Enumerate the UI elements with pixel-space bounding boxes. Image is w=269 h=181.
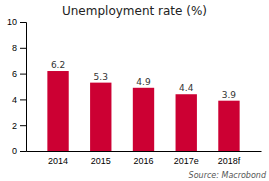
y-tick-label: 8 [12,43,17,53]
y-tick-label: 0 [12,146,17,156]
y-tick-mark [20,22,26,23]
annotation: Source: Macrobond [189,171,267,180]
x-tick-label: 2014 [48,156,68,166]
y-tick: 2 [12,121,26,131]
y-axis: 0 2 4 6 8 10 [7,17,27,156]
data-label: 3.9 [222,90,237,100]
chart: Unemployment rate (%) 0 2 4 6 8 10 2014 2015 2016… [0,0,269,181]
plot: 0 2 4 6 8 10 2014 2015 2016 2017e 2018f 6.2 5.3 4.9 4.… [7,17,262,166]
y-tick-mark [20,151,26,152]
data-label: 4.9 [136,77,151,87]
x-tick: 2017e [174,156,199,166]
title: Unemployment rate (%) [62,4,207,18]
y-tick-mark [20,48,26,49]
bar [90,83,111,151]
y-tick: 0 [12,146,26,156]
x-tick: 2015 [91,156,111,166]
x-tick-label: 2016 [133,156,153,166]
bar [218,101,239,151]
data-label: 6.2 [51,60,65,70]
x-axis-line [27,151,262,152]
y-tick-label: 2 [12,121,17,131]
y-tick: 10 [7,17,26,27]
x-tick-label: 2015 [91,156,111,166]
y-tick-label: 4 [12,95,17,105]
x-tick: 2016 [133,156,153,166]
y-tick-label: 6 [12,69,17,79]
y-tick-mark [20,99,26,100]
y-tick: 8 [12,43,26,53]
bar [47,71,68,151]
x-tick: 2018f [218,156,241,166]
data-label: 5.3 [94,72,108,82]
x-axis: 2014 2015 2016 2017e 2018f [27,152,262,166]
bar [133,88,154,151]
bars [47,71,239,151]
y-tick: 6 [12,69,26,79]
y-tick-mark [20,74,26,75]
data-labels: 6.2 5.3 4.9 4.4 3.9 [51,60,236,100]
y-tick-mark [20,125,26,126]
y-axis-line [20,23,27,152]
x-tick-label: 2017e [174,156,199,166]
y-tick-label: 10 [7,17,17,27]
data-label: 4.4 [179,83,194,93]
x-tick-label: 2018f [218,156,241,166]
bar [176,94,197,151]
x-tick: 2014 [48,156,68,166]
y-tick: 4 [12,95,26,105]
